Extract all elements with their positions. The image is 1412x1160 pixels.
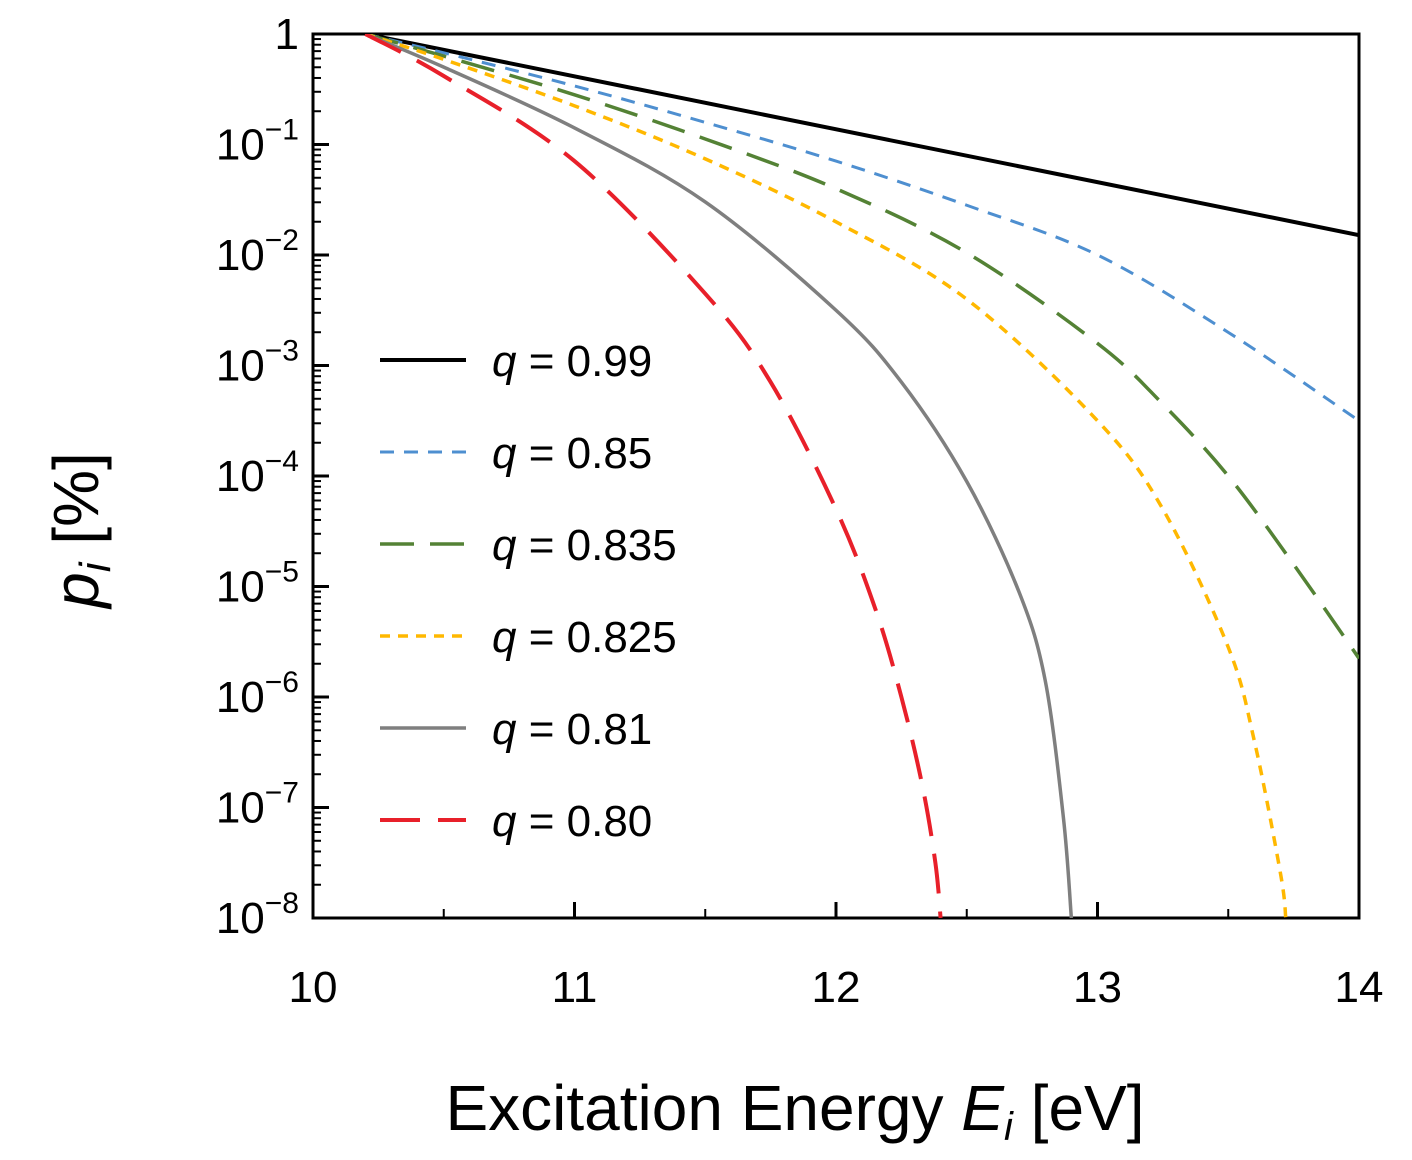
y-axis-title-subscript: i xyxy=(71,561,120,572)
x-axis-title-main: Excitation Energy xyxy=(445,1072,961,1144)
y-tick-exponent: −4 xyxy=(265,445,299,478)
y-tick-label: 10−3 xyxy=(216,335,299,391)
x-axis-title-unit: [eV] xyxy=(1013,1072,1145,1144)
y-tick-label: 10−2 xyxy=(216,224,299,280)
y-tick-base: 10 xyxy=(216,673,265,722)
y-tick-label: 10−4 xyxy=(216,445,299,501)
y-tick-label: 10−6 xyxy=(216,666,299,722)
series-line-5 xyxy=(364,34,943,918)
y-tick-base: 10 xyxy=(216,231,265,280)
x-axis-title: Excitation Energy Ei [eV] xyxy=(445,1072,1144,1149)
plot-frame xyxy=(311,32,1361,920)
y-tick-base: 10 xyxy=(216,894,265,943)
y-tick-base: 10 xyxy=(216,452,265,501)
x-axis-title-subscript: i xyxy=(1004,1105,1014,1149)
y-axis-title-unit: [%] xyxy=(40,452,112,562)
legend-variable: q xyxy=(492,337,517,386)
legend-value: = 0.80 xyxy=(516,797,652,846)
legend-value: = 0.825 xyxy=(516,613,676,662)
major-ticks xyxy=(311,32,1361,920)
series-line-3 xyxy=(364,34,1288,918)
legend-label-0: q = 0.99 xyxy=(492,337,652,386)
y-tick-exponent: −6 xyxy=(265,666,299,699)
x-tick-label: 13 xyxy=(1073,963,1122,1012)
x-tick-label: 11 xyxy=(552,963,598,1012)
series-line-2 xyxy=(364,34,1359,660)
y-tick-label: 10−1 xyxy=(216,114,299,170)
y-tick-exponent: −5 xyxy=(265,556,299,589)
series-line-4 xyxy=(364,34,1074,918)
x-tick-label: 10 xyxy=(289,963,338,1012)
series-lines xyxy=(364,34,1359,918)
y-tick-label: 10−8 xyxy=(216,887,299,943)
legend-variable: q xyxy=(492,429,517,478)
x-tick-labels: 10 11 12 13 14 xyxy=(289,963,1384,1012)
legend-label-1: q = 0.85 xyxy=(492,429,652,478)
y-tick-base: 1 xyxy=(275,10,299,59)
series-line-1 xyxy=(364,34,1359,422)
y-tick-labels: 110−110−210−310−410−510−610−710−8 xyxy=(216,10,299,943)
x-axis-title-variable: E xyxy=(961,1072,1005,1144)
y-axis-title: pi [%] xyxy=(40,452,120,610)
legend-label-4: q = 0.81 xyxy=(492,705,652,754)
y-tick-exponent: −2 xyxy=(265,224,299,257)
y-tick-exponent: −8 xyxy=(265,887,299,920)
y-tick-label: 10−7 xyxy=(216,777,299,833)
y-tick-base: 10 xyxy=(216,121,265,170)
x-tick-label: 12 xyxy=(812,963,861,1012)
y-tick-exponent: −7 xyxy=(265,777,299,810)
x-tick-label: 14 xyxy=(1335,963,1384,1012)
legend-variable: q xyxy=(492,705,517,754)
y-tick-base: 10 xyxy=(216,784,265,833)
legend-value: = 0.85 xyxy=(516,429,652,478)
legend-variable: q xyxy=(492,797,517,846)
legend-label-3: q = 0.825 xyxy=(492,613,677,662)
legend-label-5: q = 0.80 xyxy=(492,797,652,846)
legend-variable: q xyxy=(492,613,517,662)
legend-value: = 0.835 xyxy=(516,521,676,570)
y-axis-title-variable: p xyxy=(40,572,112,610)
y-tick-label: 10−5 xyxy=(216,556,299,612)
y-tick-label: 1 xyxy=(275,10,299,59)
y-tick-base: 10 xyxy=(216,563,265,612)
legend-label-2: q = 0.835 xyxy=(492,521,677,570)
minor-ticks xyxy=(313,38,1230,918)
y-tick-exponent: −1 xyxy=(265,114,299,147)
series-line-0 xyxy=(364,34,1359,238)
y-tick-base: 10 xyxy=(216,342,265,391)
legend-value: = 0.99 xyxy=(516,337,652,386)
legend-value: = 0.81 xyxy=(516,705,652,754)
legend-variable: q xyxy=(492,521,517,570)
y-tick-exponent: −3 xyxy=(265,335,299,368)
